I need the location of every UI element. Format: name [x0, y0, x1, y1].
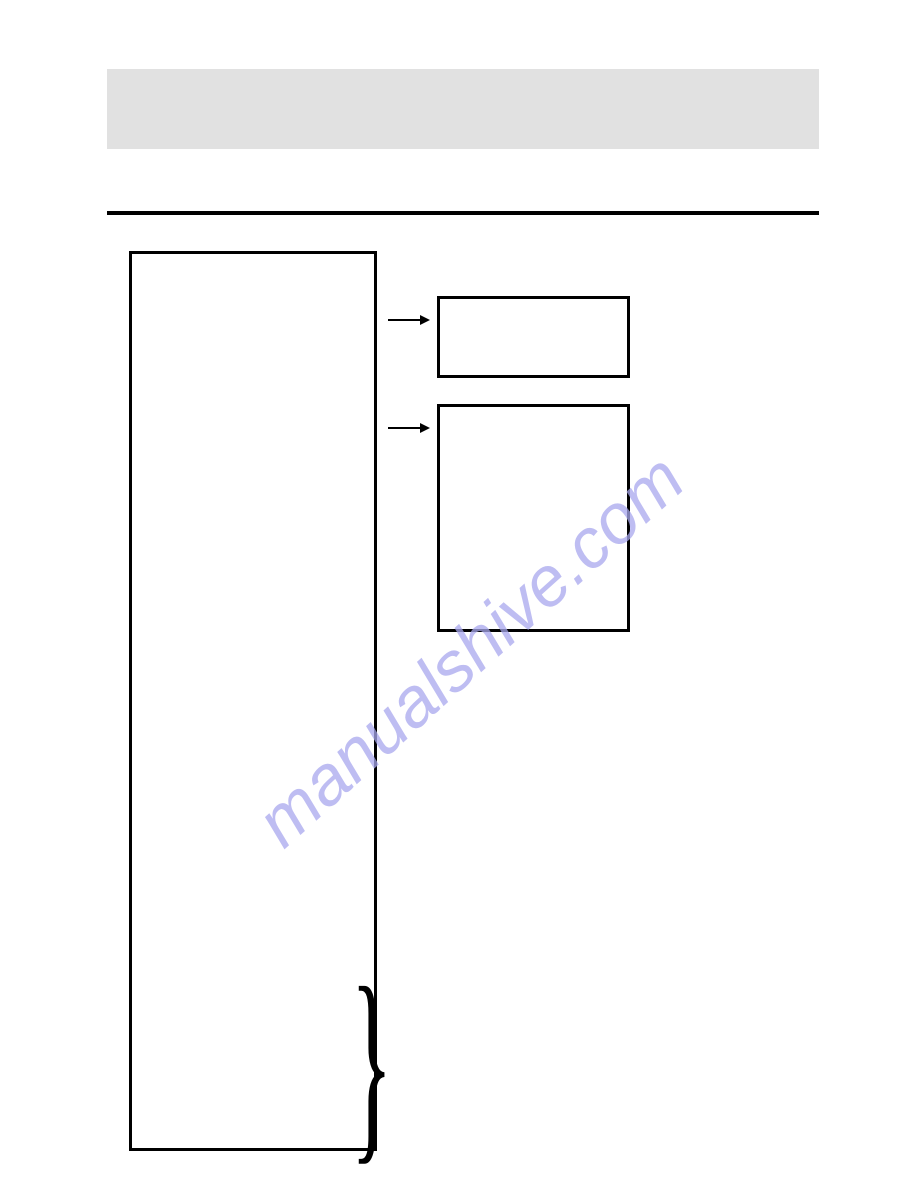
page-canvas: } manualshive.com — [0, 0, 918, 1188]
header-band — [107, 69, 819, 149]
arrow-2-shaft — [388, 427, 420, 429]
medium-box — [437, 404, 630, 632]
curly-brace: } — [351, 955, 392, 1170]
tall-box — [129, 251, 377, 1151]
arrow-2-head — [420, 423, 430, 433]
arrow-1-shaft — [388, 319, 420, 321]
small-box — [437, 296, 630, 378]
horizontal-rule — [107, 211, 819, 215]
arrow-1-head — [420, 315, 430, 325]
